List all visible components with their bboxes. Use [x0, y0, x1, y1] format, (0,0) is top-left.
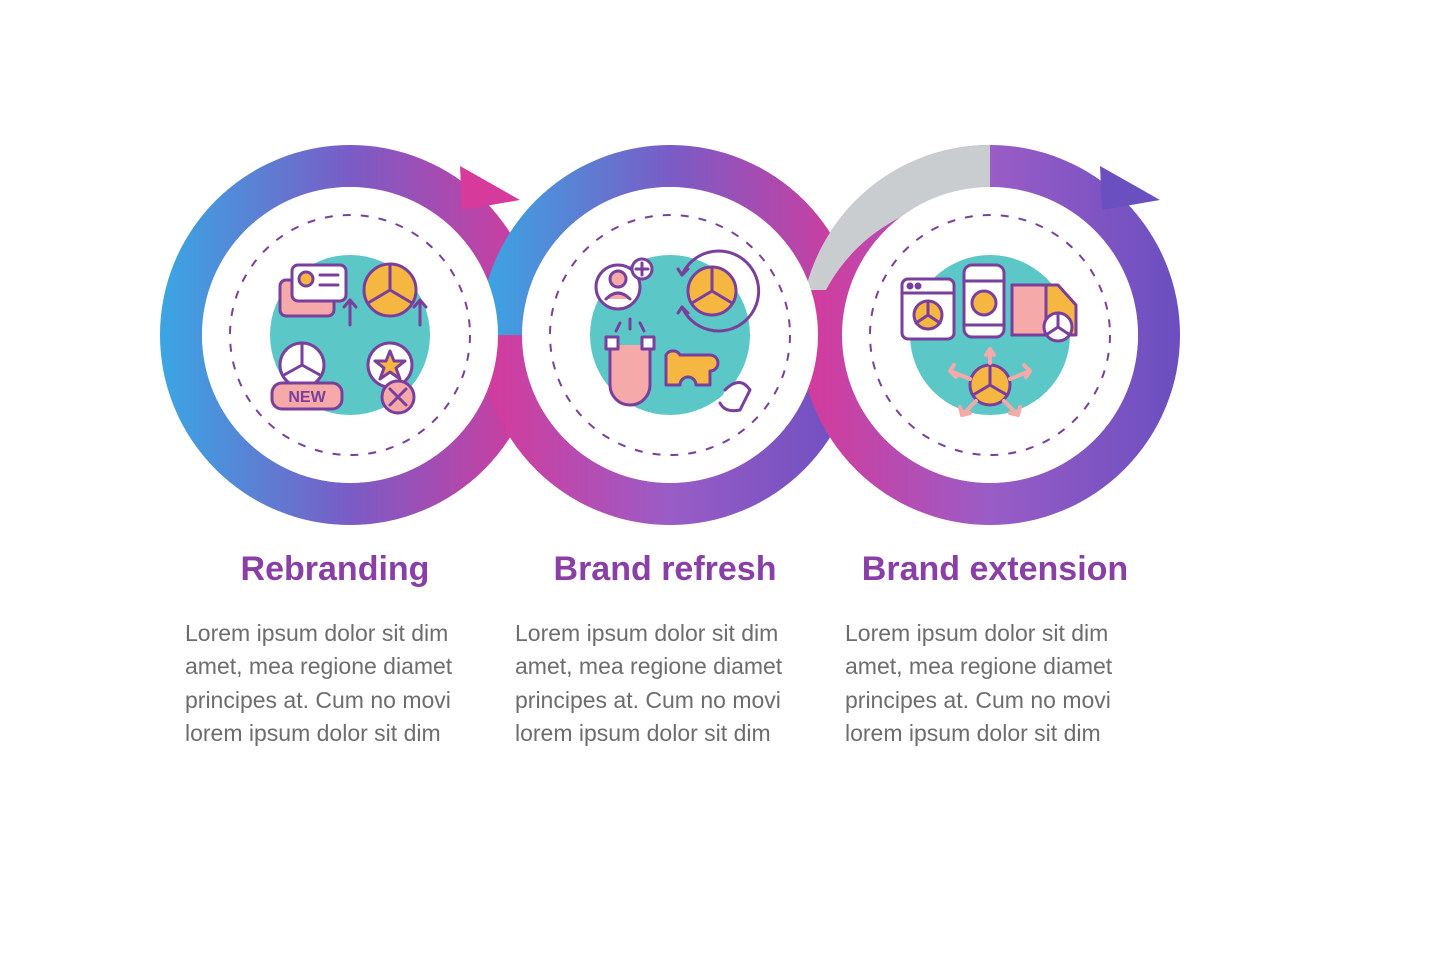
body-brand-extension: Lorem ipsum dolor sit dim amet, mea regi… — [845, 617, 1145, 750]
heading-brand-extension: Brand extension — [845, 550, 1145, 589]
column-brand-extension: Brand extension Lorem ipsum dolor sit di… — [845, 550, 1145, 750]
heading-rebranding: Rebranding — [185, 550, 485, 589]
body-rebranding: Lorem ipsum dolor sit dim amet, mea regi… — [185, 617, 485, 750]
svg-text:NEW: NEW — [288, 389, 326, 406]
heading-brand-refresh: Brand refresh — [515, 550, 815, 589]
body-brand-refresh: Lorem ipsum dolor sit dim amet, mea regi… — [515, 617, 815, 750]
column-rebranding: Rebranding Lorem ipsum dolor sit dim ame… — [185, 550, 485, 750]
text-columns: Rebranding Lorem ipsum dolor sit dim ame… — [185, 550, 1145, 750]
column-brand-refresh: Brand refresh Lorem ipsum dolor sit dim … — [515, 550, 815, 750]
infographic-canvas: NEW — [0, 0, 1443, 980]
rings-diagram: NEW — [160, 140, 1180, 530]
